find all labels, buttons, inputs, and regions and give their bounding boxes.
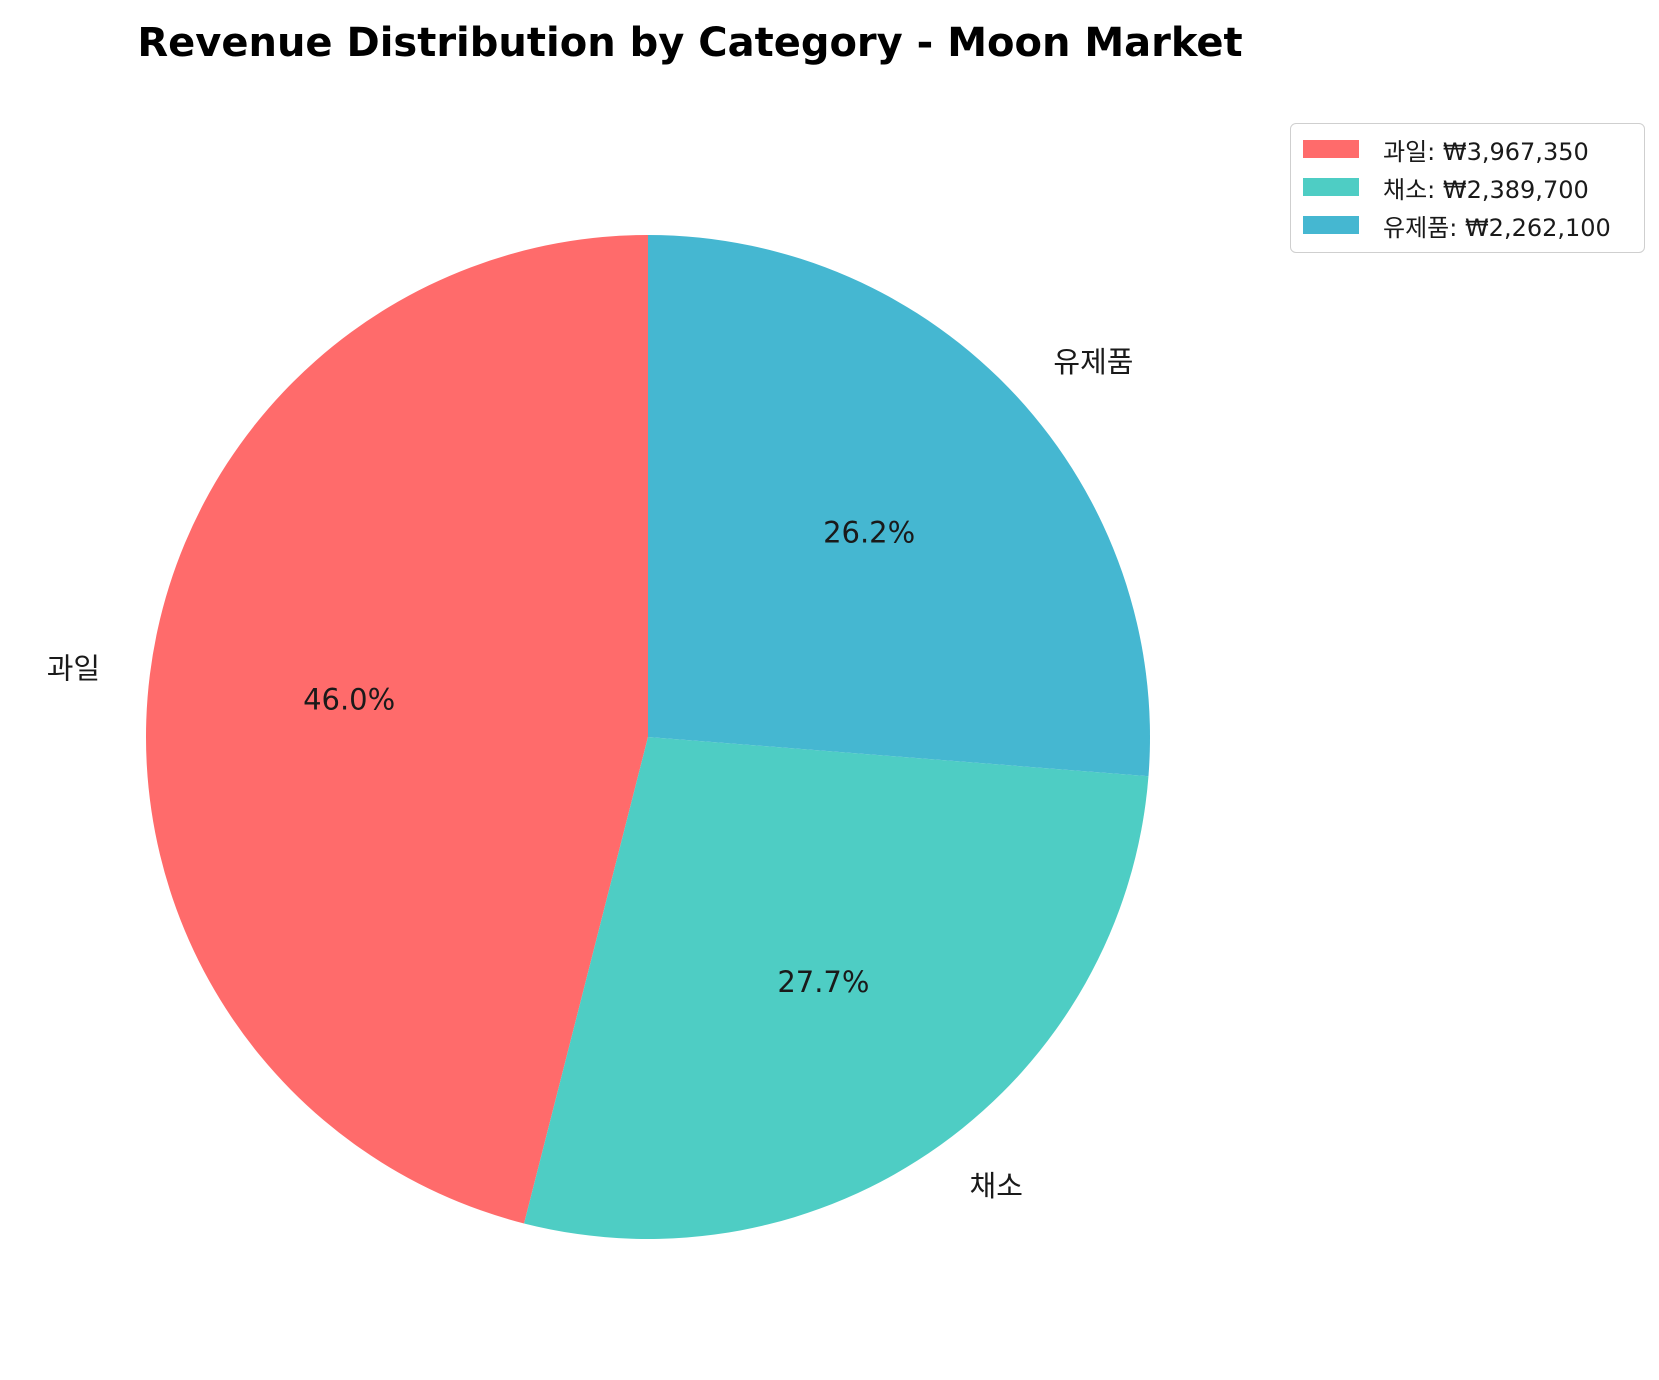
pie-slice-vegetables — [524, 737, 1149, 1239]
slice-label-dairy: 유제품 — [1053, 345, 1133, 379]
percent-label-fruit: 46.0% — [303, 683, 395, 717]
slice-label-vegetables: 채소 — [970, 1169, 1023, 1203]
legend-label-vegetables: 채소: ₩2,389,700 — [1383, 175, 1589, 204]
legend-swatch-dairy — [1303, 216, 1359, 234]
pie-slices — [146, 235, 1150, 1239]
legend-label-dairy: 유제품: ₩2,262,100 — [1383, 213, 1611, 242]
pie-slice-fruit — [146, 235, 649, 1224]
percent-label-vegetables: 27.7% — [777, 965, 869, 999]
slice-labels: 과일 채소 유제품 — [47, 345, 1134, 1203]
legend-entry-fruit: 과일: ₩3,967,350 — [1303, 132, 1589, 166]
legend-swatch-vegetables — [1303, 178, 1359, 196]
percent-labels: 46.0% 27.7% 26.2% — [303, 516, 915, 999]
percent-label-dairy: 26.2% — [823, 516, 915, 550]
pie-slice-dairy — [648, 235, 1150, 777]
legend-swatch-fruit — [1303, 140, 1359, 158]
legend-entry-vegetables: 채소: ₩2,389,700 — [1303, 170, 1589, 204]
slice-label-fruit: 과일 — [47, 651, 100, 685]
legend: 과일: ₩3,967,350 채소: ₩2,389,700 유제품: ₩2,26… — [1290, 123, 1645, 253]
legend-entry-dairy: 유제품: ₩2,262,100 — [1303, 208, 1611, 242]
legend-label-fruit: 과일: ₩3,967,350 — [1383, 137, 1589, 166]
chart-title: Revenue Distribution by Category - Moon … — [137, 20, 1242, 66]
